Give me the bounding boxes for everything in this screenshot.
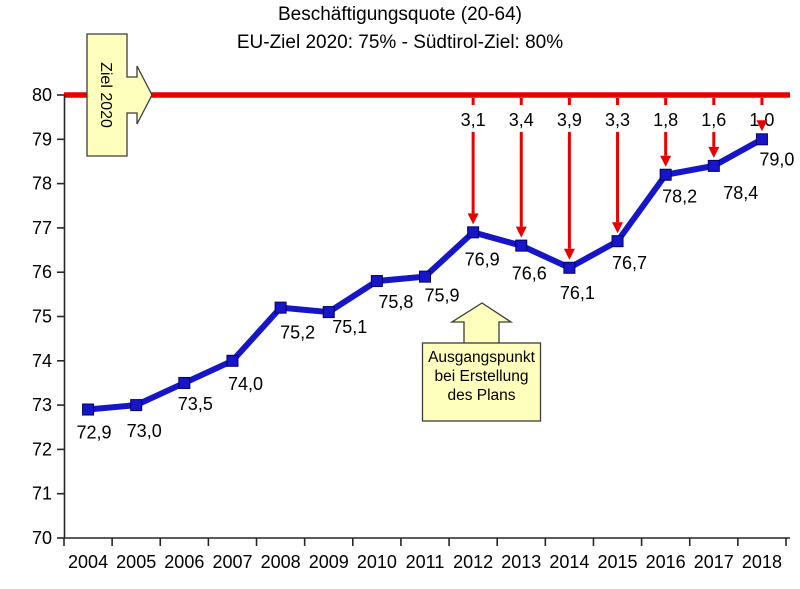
y-tick-label: 70 — [32, 528, 52, 548]
data-point-marker — [467, 226, 480, 239]
x-tick-label: 2017 — [694, 552, 734, 572]
y-tick-label: 76 — [32, 262, 52, 282]
ausgangspunkt-arrow-icon — [449, 302, 514, 345]
data-point-marker — [563, 261, 576, 274]
y-tick-label: 74 — [32, 351, 52, 371]
data-point-marker — [515, 239, 528, 252]
data-point-marker — [322, 306, 335, 319]
data-point-marker — [707, 159, 720, 172]
point-label: 75,9 — [424, 286, 459, 306]
gap-arrowhead-icon — [756, 120, 768, 132]
ziel-2020-callout — [86, 33, 153, 157]
y-tick-label: 73 — [32, 395, 52, 415]
x-tick-label: 2018 — [742, 552, 782, 572]
y-tick-label: 78 — [32, 174, 52, 194]
x-tick-label: 2006 — [164, 552, 204, 572]
ziel-2020-label: Ziel 2020 — [97, 62, 114, 128]
gap-label: 3,9 — [557, 110, 582, 130]
y-tick-label: 79 — [32, 129, 52, 149]
data-point-marker — [274, 301, 287, 314]
x-tick-label: 2004 — [68, 552, 108, 572]
point-label: 76,7 — [612, 253, 647, 273]
chart-subtitle: EU-Ziel 2020: 75% - Südtirol-Ziel: 80% — [236, 32, 564, 53]
x-tick-label: 2016 — [646, 552, 686, 572]
gap-arrowhead-icon — [467, 213, 479, 225]
y-tick-label: 75 — [32, 307, 52, 327]
data-point-marker — [226, 354, 239, 367]
gap-label: 3,1 — [461, 110, 486, 130]
ausgangspunkt-line-3: des Plans — [447, 387, 515, 404]
x-tick-label: 2008 — [261, 552, 301, 572]
gap-arrowhead-icon — [563, 248, 575, 260]
ausgangspunkt-line-1: Ausgangspunkt — [428, 349, 536, 366]
point-label: 78,2 — [662, 187, 697, 207]
gap-label: 3,4 — [509, 110, 534, 130]
point-label: 79,0 — [759, 149, 794, 169]
data-point-marker — [659, 168, 672, 181]
gap-arrowhead-icon — [515, 226, 527, 238]
point-label: 73,5 — [178, 394, 213, 414]
x-tick-label: 2014 — [549, 552, 589, 572]
point-label: 78,4 — [723, 183, 758, 203]
ausgangspunkt-box — [421, 342, 542, 422]
data-point-marker — [755, 133, 768, 146]
x-tick-label: 2010 — [357, 552, 397, 572]
data-point-marker — [370, 275, 383, 288]
gap-arrowhead-icon — [612, 222, 624, 234]
point-label: 72,9 — [77, 423, 112, 443]
gap-label: 3,3 — [605, 110, 630, 130]
y-tick-label: 77 — [32, 218, 52, 238]
gap-label: 1,8 — [653, 110, 678, 130]
point-label: 75,8 — [378, 292, 413, 312]
point-label: 76,6 — [512, 264, 547, 284]
x-tick-label: 2012 — [453, 552, 493, 572]
y-tick-label: 72 — [32, 439, 52, 459]
point-label: 76,9 — [465, 249, 500, 269]
x-tick-label: 2009 — [309, 552, 349, 572]
point-label: 75,2 — [280, 323, 315, 343]
point-label: 76,1 — [560, 283, 595, 303]
gap-arrowhead-icon — [708, 146, 720, 158]
point-label: 75,1 — [332, 317, 367, 337]
gap-arrowhead-icon — [660, 155, 672, 167]
data-point-marker — [611, 235, 624, 248]
data-point-marker — [82, 403, 95, 416]
data-point-marker — [178, 376, 191, 389]
x-tick-label: 2011 — [406, 552, 445, 572]
y-tick-label: 71 — [32, 484, 52, 504]
data-point-marker — [419, 270, 431, 283]
x-tick-label: 2005 — [116, 552, 156, 572]
data-point-marker — [130, 399, 143, 412]
gap-label: 1,0 — [749, 110, 774, 130]
point-label: 73,0 — [127, 421, 162, 441]
x-tick-label: 2015 — [598, 552, 638, 572]
x-tick-label: 2013 — [501, 552, 541, 572]
ausgangspunkt-line-2: bei Erstellung — [435, 368, 529, 385]
x-tick-label: 2007 — [212, 552, 252, 572]
chart-title: Beschäftigungsquote (20-64) — [278, 4, 522, 25]
y-tick-label: 80 — [32, 85, 52, 105]
point-label: 74,0 — [228, 374, 263, 394]
gap-label: 1,6 — [701, 110, 726, 130]
